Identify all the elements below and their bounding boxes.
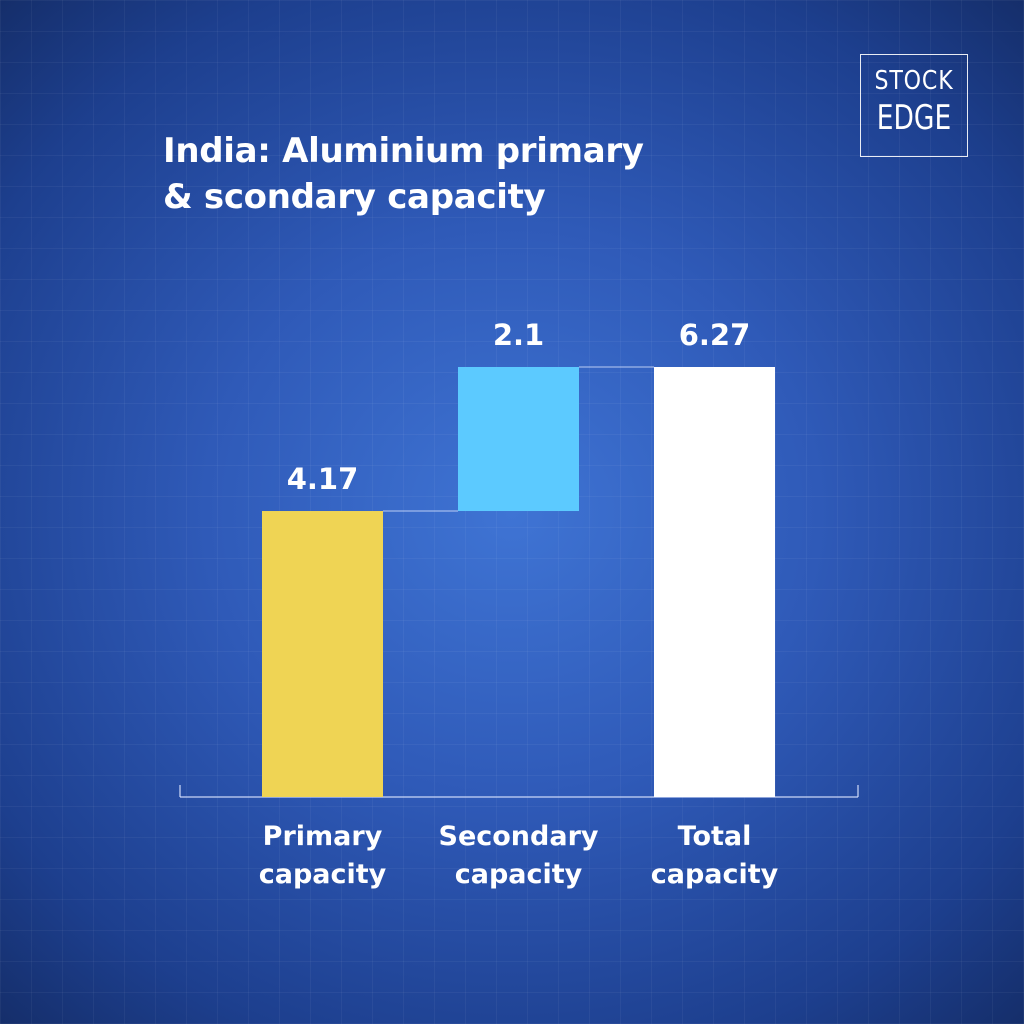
category-label-1-line-1: Primary bbox=[263, 821, 383, 852]
category-label-3-line-2: capacity bbox=[651, 859, 779, 890]
category-label-1-line-2: capacity bbox=[259, 859, 387, 890]
chart-title-line-1: India: Aluminium primary bbox=[163, 131, 644, 171]
category-label-2-line-1: Secondary bbox=[439, 821, 599, 852]
bar-2 bbox=[458, 367, 579, 512]
bar-3 bbox=[654, 367, 775, 797]
chart-title: India: Aluminium primary & scondary capa… bbox=[163, 128, 644, 220]
logo-text-edge: EDGE bbox=[876, 98, 952, 138]
value-label-1: 4.17 bbox=[287, 462, 359, 496]
stockedge-logo: STOCK EDGE bbox=[860, 54, 968, 157]
logo-text-stock: STOCK bbox=[874, 66, 954, 96]
value-label-2: 2.1 bbox=[493, 318, 544, 352]
bar-1 bbox=[262, 511, 383, 797]
category-label-3-line-1: Total bbox=[678, 821, 752, 852]
chart-title-line-2: & scondary capacity bbox=[163, 177, 546, 217]
value-label-3: 6.27 bbox=[679, 318, 751, 352]
category-label-2-line-2: capacity bbox=[455, 859, 583, 890]
